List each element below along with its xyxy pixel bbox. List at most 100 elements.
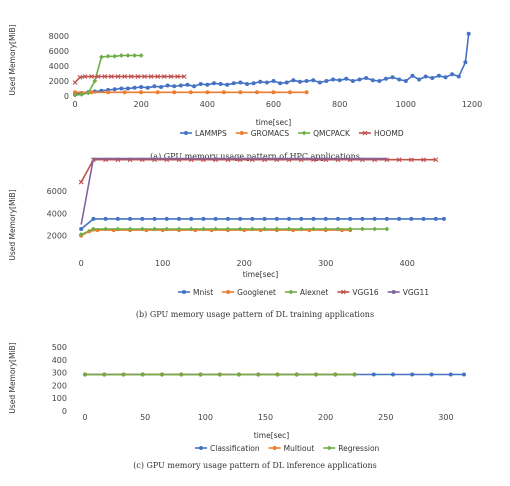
chart-3-x-tick: 250 xyxy=(378,413,393,422)
chart-1-y-tick: 6000 xyxy=(49,47,69,56)
chart-3-x-tick: 300 xyxy=(438,413,453,422)
chart-1-y-tick: 0 xyxy=(64,92,69,101)
chart-2-point-mnist xyxy=(115,216,120,221)
chart-2-point-alexnet xyxy=(335,226,341,232)
chart-2-point-mnist xyxy=(299,216,304,221)
chart-1-point-gromacs xyxy=(288,90,293,95)
chart-2-point-mnist xyxy=(91,216,96,221)
chart-3-x-tick: 50 xyxy=(140,413,150,422)
chart-2-point-alexnet xyxy=(127,226,133,232)
chart-2-point-mnist xyxy=(128,216,133,221)
chart-1-point-hoomd xyxy=(89,74,94,79)
chart-1-x-tick: 0 xyxy=(72,100,77,109)
chart-2-x-tick: 0 xyxy=(79,259,84,268)
chart-1-point-hoomd xyxy=(128,74,134,79)
chart-3-x-tick: 150 xyxy=(258,413,273,422)
chart-1-point-hoomd xyxy=(95,74,101,79)
chart-1-point-hoomd-b xyxy=(77,74,83,80)
chart-2-point-alexnet xyxy=(311,226,316,232)
chart-2-point-vgg16-b xyxy=(421,157,426,163)
chart-1-point-qmcpack xyxy=(125,53,131,58)
chart-2-legend-marker-mnist xyxy=(182,290,186,294)
chart-2-point-mnist xyxy=(421,216,426,221)
chart-3-y-tick: 300 xyxy=(52,369,67,378)
chart-3-legend-label-regression: Regression xyxy=(338,444,379,453)
chart-1-point-lammps xyxy=(264,80,269,85)
chart-1-point-lammps xyxy=(178,83,183,88)
chart-2-point-alexnet xyxy=(90,226,96,232)
chart-1-point-lammps xyxy=(403,79,408,83)
chart-1-point-hoomd-b xyxy=(148,74,154,79)
chart-3-point-regression xyxy=(198,372,203,377)
chart-2-point-alexnet xyxy=(225,226,231,232)
chart-1-point-hoomd-b xyxy=(89,74,94,79)
chart-1-point-lammps xyxy=(198,82,203,86)
chart-3-xlabel: time[sec] xyxy=(254,431,290,440)
chart-1-point-lammps xyxy=(317,80,322,85)
chart-2-point-mnist xyxy=(348,216,353,221)
chart-1-point-lammps xyxy=(211,81,216,86)
chart-3-point-regression xyxy=(217,372,223,377)
chart-1-point-lammps xyxy=(377,79,382,83)
chart-1-point-hoomd xyxy=(135,74,141,79)
chart-1-legend-label-gromacs: GROMACS xyxy=(251,129,290,138)
chart-2-point-vgg16-b xyxy=(433,157,439,163)
chart-1-point-hoomd xyxy=(82,74,88,79)
chart-2-legend-marker-alexnet xyxy=(288,289,294,295)
chart-2-series-line-mnist xyxy=(80,218,444,230)
chart-1-point-lammps xyxy=(337,78,342,83)
chart-1-point-lammps xyxy=(383,76,388,81)
chart-2-point-mnist xyxy=(79,226,84,231)
chart-2-point-alexnet xyxy=(237,226,243,232)
chart-1-point-lammps xyxy=(370,78,375,83)
chart-3-point-regression xyxy=(101,372,107,377)
chart-1-point-gromacs xyxy=(205,90,210,95)
chart-1-point-qmcpack xyxy=(85,90,91,96)
chart-2-point-mnist xyxy=(360,216,365,221)
chart-1-point-lammps xyxy=(112,87,117,92)
chart-1-point-gromacs xyxy=(89,90,94,95)
chart-1-legend-label-lammps: LAMMPS xyxy=(195,129,227,138)
chart-3-point-regression xyxy=(294,372,300,377)
chart-1-point-lammps xyxy=(331,77,336,82)
chart-1-point-lammps xyxy=(466,31,471,36)
chart-1-point-qmcpack xyxy=(118,53,124,58)
chart-3-point-regression xyxy=(275,372,280,377)
chart-3-ylabel: Used Memory[MiB] xyxy=(8,342,17,413)
chart-2-point-mnist xyxy=(201,216,206,221)
chart-1-point-lammps xyxy=(159,85,164,89)
chart-2-point-mnist xyxy=(397,216,402,221)
chart-1-point-hoomd-b xyxy=(155,74,161,79)
chart-1-point-hoomd xyxy=(115,74,121,79)
chart-1-point-qmcpack xyxy=(112,53,118,59)
chart-1-point-hoomd-b xyxy=(142,74,147,79)
chart-1-x-tick: 800 xyxy=(332,100,347,109)
chart-3-point-regression xyxy=(140,372,146,377)
chart-1-x-tick: 1000 xyxy=(396,100,416,109)
chart-2-legend-marker-vgg16-b xyxy=(340,289,346,295)
chart-3-point-regression xyxy=(313,372,319,377)
chart-1-point-hoomd xyxy=(181,74,187,79)
chart-2-point-mnist xyxy=(140,216,145,221)
chart-2-point-alexnet xyxy=(298,226,304,232)
chart-1-point-lammps xyxy=(172,84,177,89)
chart-2-point-alexnet xyxy=(115,226,121,232)
chart-1-legend-marker-lammps xyxy=(184,131,188,135)
chart-1-point-lammps xyxy=(417,77,422,82)
chart-1-point-lammps xyxy=(364,76,369,80)
chart-1-point-hoomd-b xyxy=(122,74,128,79)
chart-2-series-line-vgg11 xyxy=(80,157,387,225)
chart-2-point-alexnet xyxy=(286,226,292,232)
chart-2-legend-marker-vgg11 xyxy=(391,290,396,294)
chart-3-point-regression xyxy=(159,372,165,377)
chart-2-point-mnist xyxy=(238,216,243,221)
chart-2-x-tick: 100 xyxy=(155,259,170,268)
chart-3-y-tick: 200 xyxy=(52,381,67,390)
chart-2-point-mnist xyxy=(164,216,169,221)
chart-1-point-lammps xyxy=(119,86,124,91)
chart-1-point-gromacs xyxy=(122,90,127,95)
chart-2-point-alexnet xyxy=(164,226,170,232)
chart-3-x-tick: 0 xyxy=(82,413,87,422)
chart-1-point-lammps xyxy=(205,82,210,87)
chart-1-point-qmcpack xyxy=(99,54,104,60)
